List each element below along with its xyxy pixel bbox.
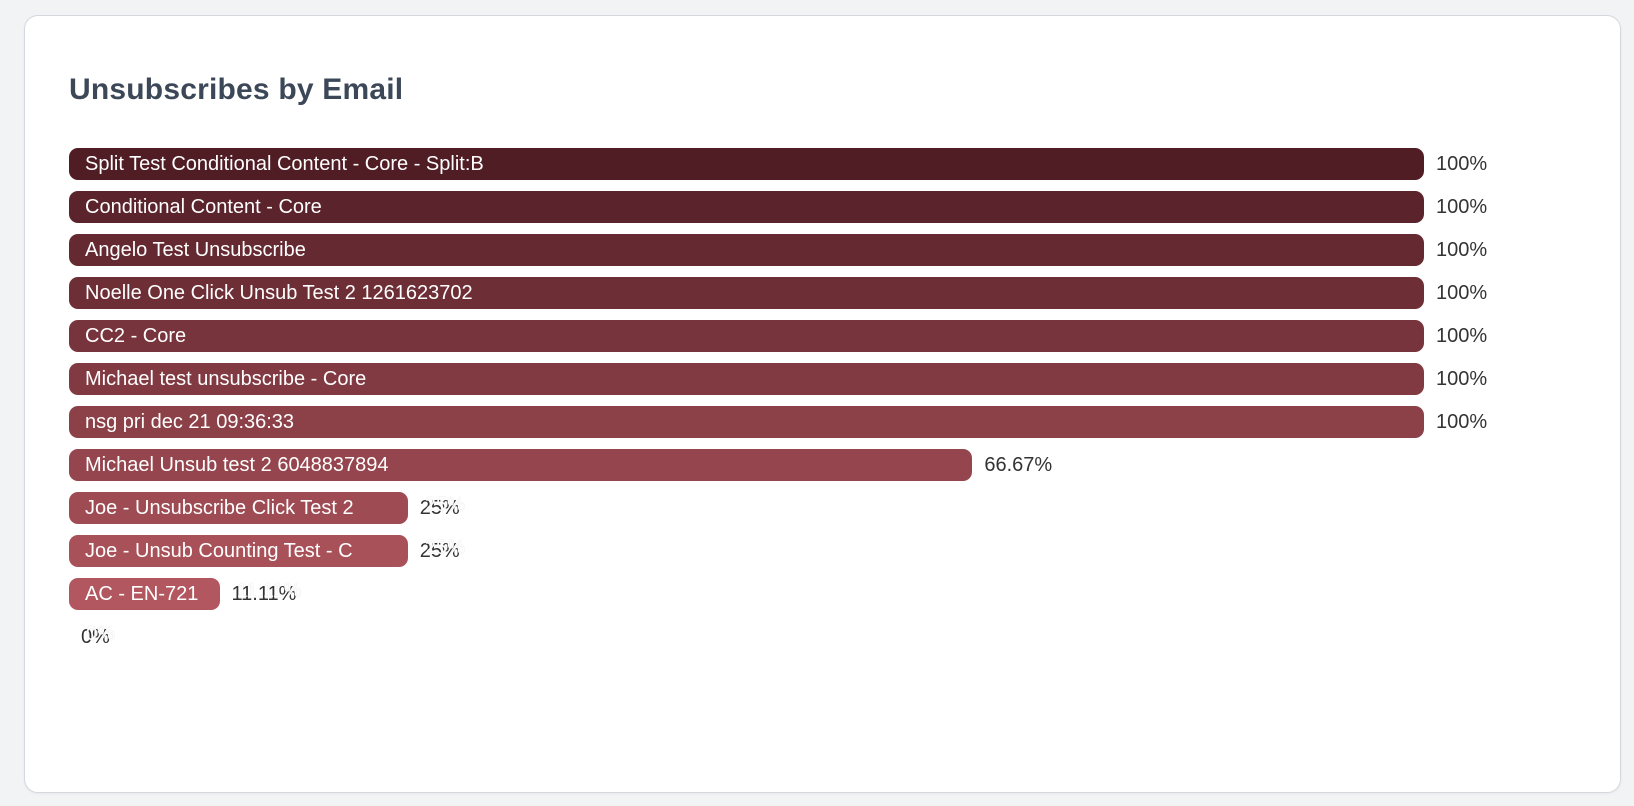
bar-row: Michael test unsubscribe - Core 100% bbox=[69, 363, 1487, 395]
bar[interactable]: AC - EN-721 bbox=[69, 578, 220, 610]
bar-value-label: 100% bbox=[1436, 238, 1488, 261]
bar-value-label: 100% bbox=[1436, 367, 1488, 390]
bar-value-label: 25% bbox=[420, 494, 465, 520]
chart-title: Unsubscribes by Email bbox=[69, 73, 404, 106]
bar-value-label: 100% bbox=[1436, 281, 1488, 304]
bar-value-label: 100% bbox=[1436, 152, 1488, 175]
bar-row: nsg pri dec 21 09:36:33 100% bbox=[69, 406, 1487, 438]
bar[interactable]: Michael test unsubscribe - Core bbox=[69, 363, 1424, 395]
bar-label: Joe - Unsub Counting Test - C bbox=[85, 539, 353, 562]
bar-row: AC - EN-721 11.11% bbox=[69, 578, 1424, 610]
bar[interactable]: Michael Unsub test 2 6048837894 bbox=[69, 449, 973, 481]
bar-label: Michael test unsubscribe - Core bbox=[85, 367, 367, 390]
bar-value-label: 0% bbox=[81, 623, 115, 649]
bar[interactable]: Conditional Content - Core bbox=[69, 191, 1424, 223]
bar-row: 0% bbox=[69, 621, 1424, 653]
bar-row: Joe - Unsubscribe Click Test 2 25% bbox=[69, 492, 1424, 524]
bar[interactable]: Angelo Test Unsubscribe bbox=[69, 234, 1424, 266]
bar[interactable]: Noelle One Click Unsub Test 2 1261623702 bbox=[69, 277, 1424, 309]
bar-chart: Split Test Conditional Content - Core - … bbox=[69, 148, 1487, 653]
bar[interactable]: Split Test Conditional Content - Core - … bbox=[69, 148, 1424, 180]
bar-row: Noelle One Click Unsub Test 2 1261623702… bbox=[69, 277, 1487, 309]
bar-row: Split Test Conditional Content - Core - … bbox=[69, 148, 1487, 180]
bar-row: Conditional Content - Core 100% bbox=[69, 191, 1487, 223]
bar-label: Joe - Unsubscribe Click Test 2 bbox=[85, 496, 354, 519]
bar-value-label: 100% bbox=[1436, 195, 1488, 218]
bar-value-label: 100% bbox=[1436, 410, 1488, 433]
bar[interactable]: Joe - Unsubscribe Click Test 2 bbox=[69, 492, 408, 524]
bar-value-label: 100% bbox=[1436, 324, 1488, 347]
bar-value-label: 66.67% bbox=[984, 453, 1053, 476]
bar-value-label: 11.11% bbox=[232, 580, 302, 606]
bar-row: Joe - Unsub Counting Test - C 25% bbox=[69, 535, 1424, 567]
bar-label: nsg pri dec 21 09:36:33 bbox=[85, 410, 295, 433]
bar-label: AC - EN-721 bbox=[85, 582, 199, 605]
bar-value-label: 25% bbox=[420, 537, 465, 563]
bar-label: CC2 - Core bbox=[85, 324, 187, 347]
bar-label: Noelle One Click Unsub Test 2 1261623702 bbox=[85, 281, 473, 304]
bar[interactable]: CC2 - Core bbox=[69, 320, 1424, 352]
bar-row: Michael Unsub test 2 6048837894 66.67% bbox=[69, 449, 1424, 481]
bar-row: Angelo Test Unsubscribe 100% bbox=[69, 234, 1487, 266]
bar-row: CC2 - Core 100% bbox=[69, 320, 1487, 352]
bar-label: Angelo Test Unsubscribe bbox=[85, 238, 306, 261]
bar-label: Conditional Content - Core bbox=[85, 195, 322, 218]
bar[interactable]: nsg pri dec 21 09:36:33 bbox=[69, 406, 1424, 438]
bar-label: Split Test Conditional Content - Core - … bbox=[85, 152, 484, 175]
chart-card: Unsubscribes by Email Split Test Conditi… bbox=[24, 15, 1621, 793]
bar-label: Michael Unsub test 2 6048837894 bbox=[85, 453, 389, 476]
bar[interactable]: Joe - Unsub Counting Test - C bbox=[69, 535, 408, 567]
